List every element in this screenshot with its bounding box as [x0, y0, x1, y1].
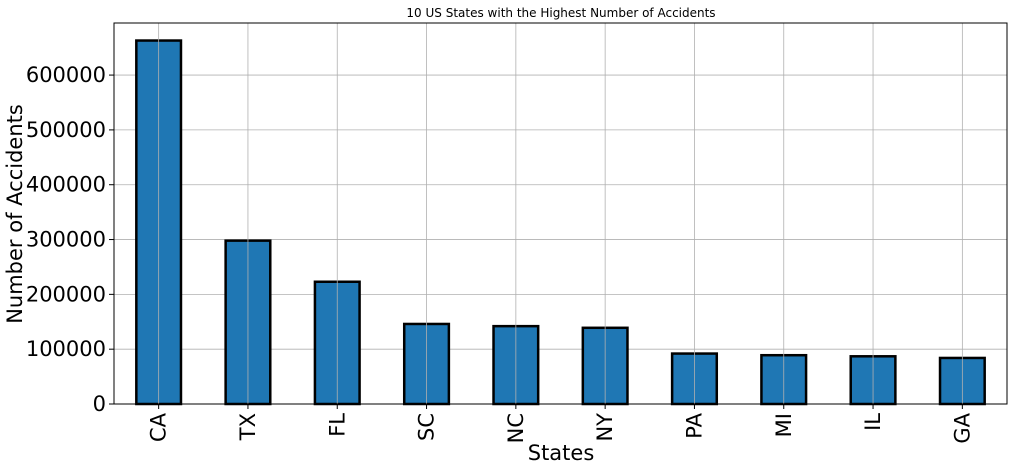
- y-tick-label: 0: [93, 392, 106, 416]
- y-tick-label: 200000: [26, 282, 106, 306]
- plot-frame: [113, 22, 1008, 405]
- x-tick-label: TX: [236, 413, 260, 441]
- x-tick-label: CA: [147, 412, 171, 442]
- y-tick-label: 100000: [26, 337, 106, 361]
- chart-title: 10 US States with the Highest Number of …: [406, 6, 715, 20]
- ticks: [109, 74, 963, 409]
- bars: [135, 23, 986, 406]
- y-tick-label: 300000: [26, 228, 106, 252]
- y-tick-label: 500000: [26, 118, 106, 142]
- y-tick-label: 600000: [26, 63, 106, 87]
- x-tick-label: IL: [861, 413, 885, 431]
- x-tick-label: NC: [504, 413, 528, 443]
- y-tick-label: 400000: [26, 173, 106, 197]
- x-tick-label: GA: [950, 412, 974, 443]
- x-tick-label: FL: [325, 413, 349, 437]
- x-tick-label: MI: [772, 413, 796, 437]
- tick-labels: 0 100000 200000 300000 400000 500000 600000 CA T…: [26, 63, 975, 444]
- x-tick-label: NY: [593, 413, 617, 442]
- x-tick-label: PA: [682, 412, 706, 438]
- x-tick-label: SC: [415, 413, 439, 441]
- y-axis-label: Number of Accidents: [3, 104, 27, 324]
- x-axis-label: States: [528, 441, 595, 465]
